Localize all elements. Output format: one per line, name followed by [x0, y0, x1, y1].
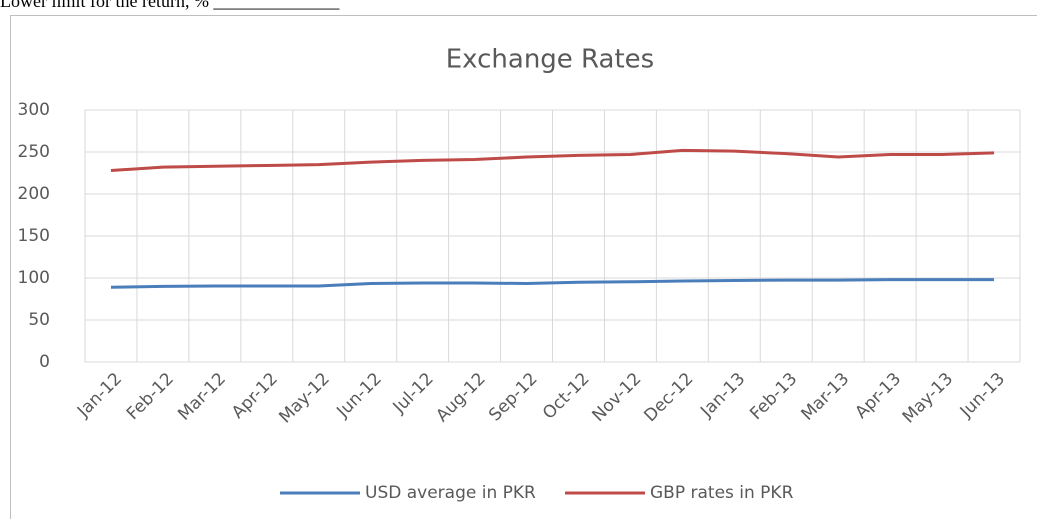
x-tick-label: Feb-12	[123, 369, 178, 424]
legend-label: USD average in PKR	[365, 483, 536, 503]
x-tick-label: Sep-12	[485, 369, 541, 425]
document-text: Lower limit for the return, % __________…	[0, 0, 340, 11]
legend-label: GBP rates in PKR	[650, 483, 794, 503]
y-tick-label: 200	[18, 184, 50, 204]
x-tick-label: Apr-13	[851, 369, 905, 423]
y-tick-label: 250	[18, 142, 50, 162]
chart-title: Exchange Rates	[446, 45, 654, 75]
x-tick-label: Mar-13	[798, 369, 854, 425]
x-tick-label: Jun-13	[956, 369, 1009, 422]
x-tick-label: May-13	[899, 369, 957, 427]
x-tick-label: Apr-12	[228, 369, 282, 423]
x-tick-label: Jun-12	[332, 369, 385, 422]
x-tick-label: Dec-12	[640, 369, 697, 426]
x-tick-label: Oct-12	[539, 369, 594, 424]
x-tick-label: Feb-13	[746, 369, 801, 424]
x-tick-label: Jan-13	[696, 369, 749, 422]
y-tick-label: 100	[18, 268, 50, 288]
y-tick-label: 150	[18, 226, 50, 246]
y-tick-label: 300	[18, 100, 50, 120]
series-line	[110, 148, 995, 172]
x-tick-label: May-12	[275, 369, 333, 427]
x-tick-label: Aug-12	[432, 369, 489, 426]
x-tick-label: Mar-12	[174, 369, 230, 425]
x-tick-label: Nov-12	[589, 369, 646, 426]
y-tick-label: 50	[28, 310, 50, 330]
chart-border	[10, 15, 1037, 519]
x-tick-label: Jul-12	[389, 369, 438, 418]
x-tick-label: Jan-12	[73, 369, 126, 422]
y-tick-label: 0	[39, 352, 50, 372]
series-line	[110, 278, 995, 289]
